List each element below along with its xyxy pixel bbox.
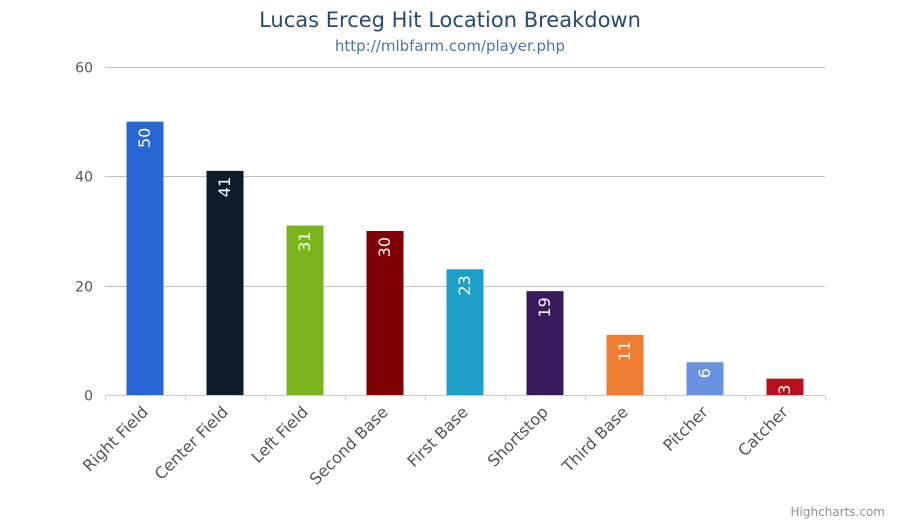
data-label: 31 xyxy=(295,232,314,252)
data-label: 23 xyxy=(455,275,474,295)
x-tick-label: Second Base xyxy=(306,402,392,488)
chart-subtitle: http://mlbfarm.com/player.php xyxy=(334,37,566,55)
y-tick-label: 0 xyxy=(84,389,93,405)
bar-center-field xyxy=(206,170,244,395)
bar-shortstop xyxy=(526,291,564,395)
data-label: 50 xyxy=(135,128,154,148)
bar-first-base xyxy=(446,269,484,395)
bar-catcher xyxy=(766,378,804,395)
data-label: 41 xyxy=(215,177,234,197)
y-axis-labels: 0 20 40 60 xyxy=(75,61,93,405)
data-label: 19 xyxy=(535,297,554,317)
bar-left-field xyxy=(286,225,324,395)
x-tick-label: Catcher xyxy=(734,402,792,460)
y-tick-label: 20 xyxy=(75,280,93,296)
bars: 50 41 31 30 23 19 11 6 3 xyxy=(126,121,804,396)
x-tick-label: Pitcher xyxy=(659,402,712,455)
x-tick-label: Center Field xyxy=(151,402,232,483)
data-label: 6 xyxy=(695,368,714,378)
data-label: 3 xyxy=(775,385,794,395)
bar-right-field xyxy=(126,121,164,396)
x-tick-label: Third Base xyxy=(558,402,632,476)
x-tick-label: Right Field xyxy=(79,402,152,475)
bar-second-base xyxy=(366,231,404,395)
bar-third-base xyxy=(606,334,644,395)
chart-title: Lucas Erceg Hit Location Breakdown xyxy=(259,8,641,32)
y-tick-label: 40 xyxy=(75,170,93,186)
bar-pitcher xyxy=(686,362,724,395)
x-tick-label: Shortstop xyxy=(484,402,552,470)
credits-link[interactable]: Highcharts.com xyxy=(790,505,885,519)
x-tick-label: Left Field xyxy=(247,402,311,466)
data-label: 11 xyxy=(615,341,634,361)
y-tick-label: 60 xyxy=(75,61,93,77)
data-label: 30 xyxy=(375,237,394,257)
x-tick-label: First Base xyxy=(403,402,471,470)
